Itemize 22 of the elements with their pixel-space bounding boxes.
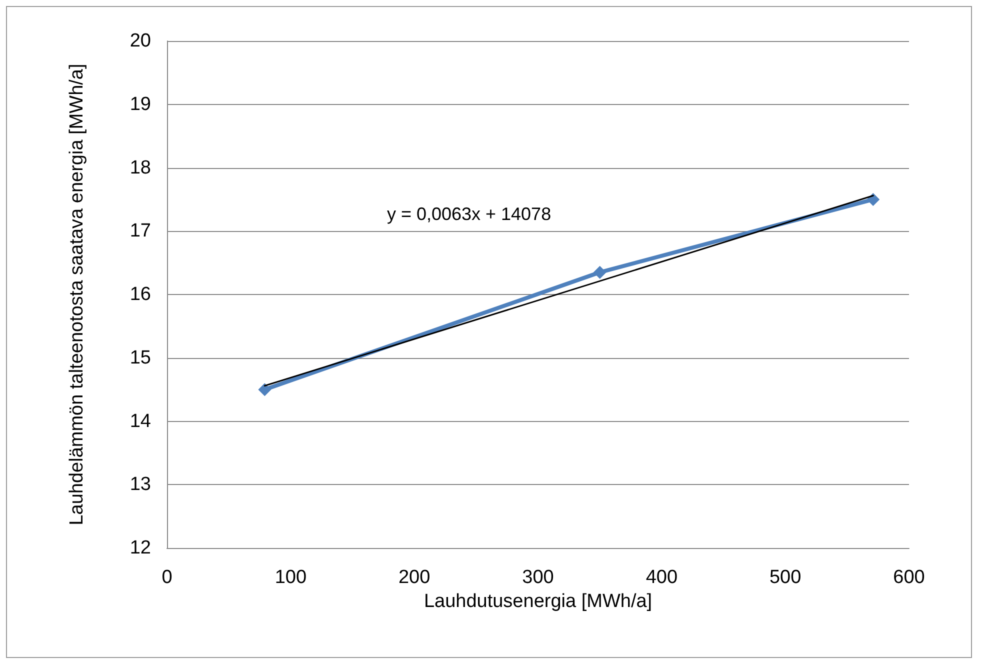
x-axis-title: Lauhdutusenergia [MWh/a] <box>424 591 652 612</box>
point <box>258 383 272 396</box>
y-tick-label: 13 <box>130 474 151 496</box>
y-tick-label: 14 <box>130 410 152 432</box>
y-tick-label: 15 <box>130 347 151 368</box>
x-tick-label: 100 <box>274 567 307 588</box>
annotation: y = 0,0063x + 14078 <box>386 204 552 224</box>
y-axis-title: Lauhdelämmön talteenotosta saatava energia [MWh/a] <box>66 64 88 526</box>
x-tick-label: 0 <box>162 567 172 588</box>
y-tick-label: 12 <box>130 538 151 558</box>
x-tick-label: 600 <box>893 567 925 588</box>
x-tick-label: 400 <box>646 567 678 588</box>
y-tick-label: 20 <box>130 30 151 52</box>
y-tick-label: 16 <box>130 284 151 305</box>
point <box>593 266 606 279</box>
x-tick-label: 200 <box>398 567 430 588</box>
x-tick-label: 500 <box>769 567 802 588</box>
y-tick-label: 18 <box>130 157 151 178</box>
point <box>866 192 880 206</box>
y-tick-label: 19 <box>130 94 151 115</box>
y-tick-label: 17 <box>130 220 151 242</box>
x-tick-label: 300 <box>522 567 554 588</box>
